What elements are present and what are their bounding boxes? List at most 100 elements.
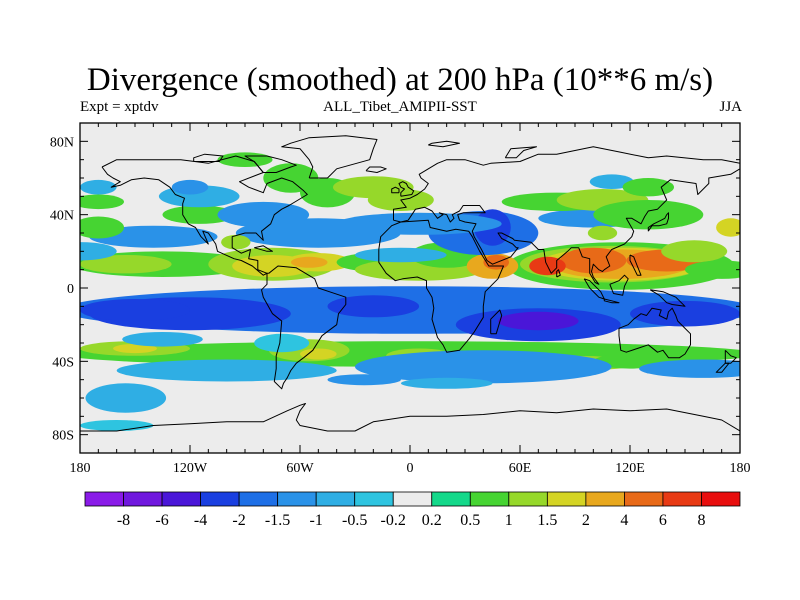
coastline-new-guinea: [649, 289, 686, 307]
coastline-africa: [378, 219, 504, 353]
coastline-greenland: [281, 135, 378, 179]
coastline-victoria-island: [193, 153, 224, 162]
chart-title: Divergence (smoothed) at 200 hPa (10**6 …: [86, 62, 714, 98]
contour-region-38: [661, 240, 728, 263]
coastline-cuba: [254, 245, 273, 252]
colorbar-box-13: [585, 491, 625, 507]
y-tick-label-2: 0: [67, 282, 74, 297]
colorbar-label-12: 2: [582, 512, 590, 529]
coastline-philippines: [629, 254, 642, 276]
contour-region-5: [630, 300, 740, 327]
contour-region-70: [400, 377, 493, 389]
coastline-iceland: [365, 166, 387, 173]
coastline-australia: [618, 307, 691, 359]
colorbar-label-2: -4: [194, 512, 207, 529]
coastline-antarctica: [80, 403, 740, 432]
colorbar-box-11: [508, 491, 548, 507]
contour-region-11: [300, 348, 337, 360]
center-string: ALL_Tibet_AMIPII-SST: [323, 99, 477, 115]
y-tick-label-0: 80N: [50, 135, 74, 150]
coastline-madagascar: [490, 309, 503, 335]
colorbar-box-6: [315, 491, 356, 507]
x-tick-label-2: 60W: [286, 461, 314, 476]
colorbar-label-0: -8: [117, 512, 130, 529]
coastline-borneo: [609, 274, 629, 296]
colorbar-label-8: 0.2: [422, 512, 442, 529]
contour-region-47: [80, 242, 117, 261]
colorbar-box-10: [469, 491, 510, 507]
contour-region-69: [254, 333, 310, 353]
colorbar-box-0: [84, 491, 124, 507]
x-tick-label-1: 120W: [173, 461, 208, 476]
contour-region-65: [217, 152, 273, 167]
contour-region-60: [587, 225, 618, 241]
contour-region-9: [113, 343, 157, 354]
colorbar-label-10: 1: [505, 512, 513, 529]
coastline-svalbard: [428, 140, 460, 148]
coastline-eurasia: [393, 146, 740, 285]
coastline-novaya-zemlya: [504, 146, 537, 159]
colorbar-label-6: -0.5: [342, 512, 367, 529]
contour-region-56: [171, 179, 209, 195]
right-string: JJA: [719, 99, 742, 115]
y-tick-label-3: 40S: [52, 355, 74, 370]
colorbar-box-15: [662, 491, 702, 507]
coastline-baffin-island: [244, 155, 297, 173]
coastline-great-britain: [398, 181, 415, 197]
contour-region-2: [80, 299, 190, 321]
contour-region-17: [639, 359, 740, 378]
contour-region-16: [116, 359, 337, 382]
colorbar-label-5: -1: [310, 512, 323, 529]
contour-region-64: [622, 178, 674, 197]
x-tick-label-5: 120E: [615, 461, 645, 476]
coastline-north-america: [101, 155, 308, 276]
colorbar-box-1: [123, 491, 163, 507]
contour-region-67: [716, 218, 740, 237]
left-string: Expt = xptdv: [80, 99, 159, 115]
contour-region-66: [80, 194, 124, 210]
contour-region-61: [221, 234, 251, 250]
colorbar-label-15: 8: [698, 512, 706, 529]
colorbar-box-5: [277, 491, 317, 507]
contour-region-25: [290, 256, 328, 268]
colorbar-box-16: [701, 491, 741, 507]
contour-region-68: [122, 332, 203, 347]
colorbar-label-14: 6: [659, 512, 667, 529]
y-tick-label-4: 80S: [52, 429, 74, 444]
colorbar-box-4: [238, 491, 279, 507]
colorbar-label-4: -1.5: [265, 512, 290, 529]
colorbar-label-7: -0.2: [381, 512, 406, 529]
colorbar-label-13: 4: [620, 512, 628, 529]
colorbar-label-3: -2: [232, 512, 245, 529]
colorbar-label-1: -6: [155, 512, 168, 529]
contour-region-15: [355, 350, 612, 384]
coastline-new-zealand-south: [715, 362, 730, 373]
x-tick-label-4: 60E: [509, 461, 532, 476]
contour-region-62: [80, 179, 117, 195]
colorbar-box-7: [354, 491, 394, 507]
contour-region-33: [560, 247, 627, 274]
coastline-new-zealand: [724, 349, 737, 364]
contour-region-44: [355, 247, 447, 263]
colorbar-box-2: [161, 491, 201, 507]
contour-region-71: [327, 374, 401, 386]
coastline-south-america: [261, 265, 347, 390]
contour-region-39: [685, 260, 740, 279]
colorbar-box-14: [624, 491, 664, 507]
coastline-java: [603, 298, 620, 304]
contour-region-63: [589, 174, 634, 189]
colorbar-label-11: 1.5: [537, 512, 557, 529]
contour-region-21: [80, 255, 172, 274]
coastline-japan: [647, 212, 669, 232]
contour-region-6: [327, 295, 420, 318]
contour-region-48: [80, 216, 124, 239]
coastline-ireland: [391, 186, 400, 194]
colorbar-box-3: [200, 491, 240, 507]
colorbar-box-9: [431, 491, 471, 507]
x-tick-label-3: 0: [407, 461, 414, 476]
x-tick-label-6: 180: [730, 461, 751, 476]
colorbar-box-8: [392, 491, 433, 507]
contour-region-4: [498, 311, 579, 331]
colorbar-box-12: [546, 491, 587, 507]
